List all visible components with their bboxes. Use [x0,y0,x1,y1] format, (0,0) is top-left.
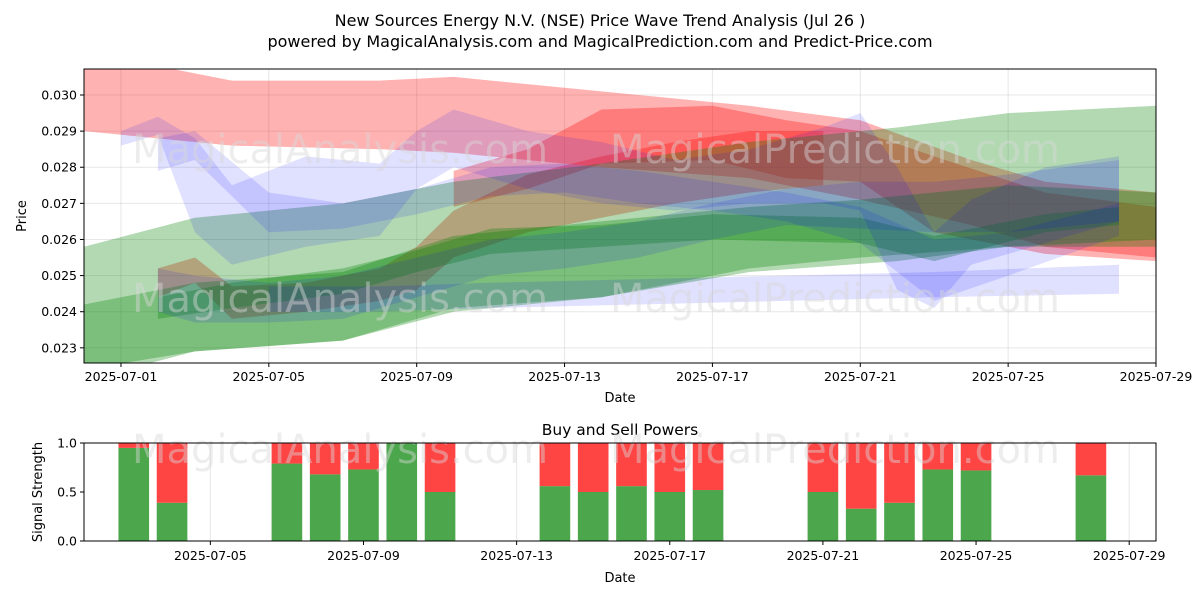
signal-y-tick-label: 0.5 [57,485,77,500]
signal-bars [118,443,1107,541]
watermark-mid-left: MagicalAnalysis.com [132,276,548,322]
price-x-tick-label: 2025-07-25 [972,369,1045,384]
price-axes-frame [83,68,1157,364]
blue-wave-band [268,264,1119,312]
price-y-tick-label: 0.030 [41,88,77,103]
signal-title: Buy and Sell Powers [542,421,699,439]
sell-power-bar [309,443,341,475]
signal-x-label: Date [604,571,635,586]
buy-power-bar [922,469,954,541]
blue-wave-band [157,160,1119,323]
price-panel: MagicalAnalysis.com MagicalPrediction.co… [15,68,1193,406]
red-wave-band [453,105,1156,262]
watermark-top-left: MagicalAnalysis.com [132,127,548,173]
buy-power-bar [271,463,303,541]
price-y-label: Price [15,200,30,232]
price-grid [84,69,1157,363]
price-y-tick-label: 0.027 [41,196,77,211]
buy-power-bar [960,470,992,541]
price-x-tick-label: 2025-07-21 [824,369,897,384]
signal-x-tick-label: 2025-07-05 [174,548,247,563]
sell-power-bar [118,443,150,448]
sell-power-bar [654,443,686,492]
price-y-tick-label: 0.023 [41,340,77,355]
buy-power-bar [424,492,456,541]
price-x-tick-label: 2025-07-05 [232,369,305,384]
buy-power-bar [845,508,877,541]
sell-power-bar [539,443,571,487]
buy-power-bar [616,486,647,541]
sell-power-bar [1075,443,1107,476]
price-y-tick-label: 0.026 [41,232,77,247]
signal-x-tick-label: 2025-07-29 [1093,548,1166,563]
watermark-bottom-left: MagicalAnalysis.com [132,427,548,473]
signal-x-tick-label: 2025-07-17 [633,548,706,563]
buy-power-bar [309,474,341,541]
sell-power-bar [692,443,724,491]
watermark-top-right: MagicalPrediction.com [610,127,1060,173]
sell-power-bar [271,443,303,464]
signal-y-ticks: 0.0 0.5 1.0 [57,436,84,549]
red-wave-band [84,69,1156,258]
buy-power-bar [884,502,915,541]
sell-power-bar [424,443,456,492]
buy-power-bar [654,492,686,541]
buy-power-bar [156,502,188,541]
price-y-ticks: 0.023 0.024 0.025 0.026 0.027 0.028 0.029 0.030 [41,88,84,355]
buy-power-bar [807,492,839,541]
signal-panel: Buy and Sell Powers MagicalAnalysis.com … [31,421,1166,586]
chart-title-line1: New Sources Energy N.V. (NSE) Price Wave… [335,11,866,30]
signal-y-tick-label: 0.0 [57,534,77,549]
price-x-tick-label: 2025-07-17 [676,369,749,384]
sell-power-bar [960,443,992,471]
price-x-label: Date [604,391,635,406]
price-bands [84,69,1156,363]
sell-power-bar [922,443,954,470]
sell-power-bar [845,443,877,509]
price-x-ticks: 2025-07-01 2025-07-05 2025-07-09 2025-07-13… [85,363,1193,384]
blue-wave-band [121,109,1119,309]
signal-y-tick-label: 1.0 [57,436,77,451]
price-x-tick-label: 2025-07-13 [528,369,601,384]
sell-power-bar [577,443,609,492]
green-wave-band [84,105,1156,363]
price-y-tick-label: 0.024 [41,304,77,319]
signal-y-label: Signal Strength [31,442,46,542]
green-wave-band [84,185,1156,363]
buy-power-bar [118,447,150,541]
price-y-tick-label: 0.025 [41,268,77,283]
blue-wave-band [157,131,1119,301]
watermark-mid-right: MagicalPrediction.com [610,276,1060,322]
price-x-tick-label: 2025-07-09 [380,369,453,384]
price-y-tick-label: 0.029 [41,124,77,139]
watermark-bottom-right: MagicalPrediction.com [610,427,1060,473]
sell-power-bar [807,443,839,492]
price-x-tick-label: 2025-07-01 [85,369,158,384]
red-wave-band [157,131,824,319]
price-y-tick-label: 0.028 [41,160,77,175]
signal-x-tick-label: 2025-07-21 [787,548,860,563]
green-wave-band [157,207,1119,319]
signal-x-ticks: 2025-07-05 2025-07-09 2025-07-13 2025-07-17… [174,541,1166,563]
buy-power-bar [539,486,571,541]
buy-power-bar [577,492,609,541]
signal-x-tick-label: 2025-07-25 [940,548,1013,563]
sell-power-bar [884,443,915,503]
chart-title-line2: powered by MagicalAnalysis.com and Magic… [267,32,932,51]
signal-x-tick-label: 2025-07-09 [327,548,400,563]
sell-power-bar [616,443,647,487]
sell-power-bar [348,443,379,470]
buy-power-bar [1075,475,1107,541]
sell-power-bar [156,443,188,503]
buy-power-bar [386,443,418,541]
price-x-tick-label: 2025-07-29 [1120,369,1193,384]
buy-power-bar [348,469,379,541]
signal-x-tick-label: 2025-07-13 [480,548,553,563]
buy-power-bar [692,490,724,541]
